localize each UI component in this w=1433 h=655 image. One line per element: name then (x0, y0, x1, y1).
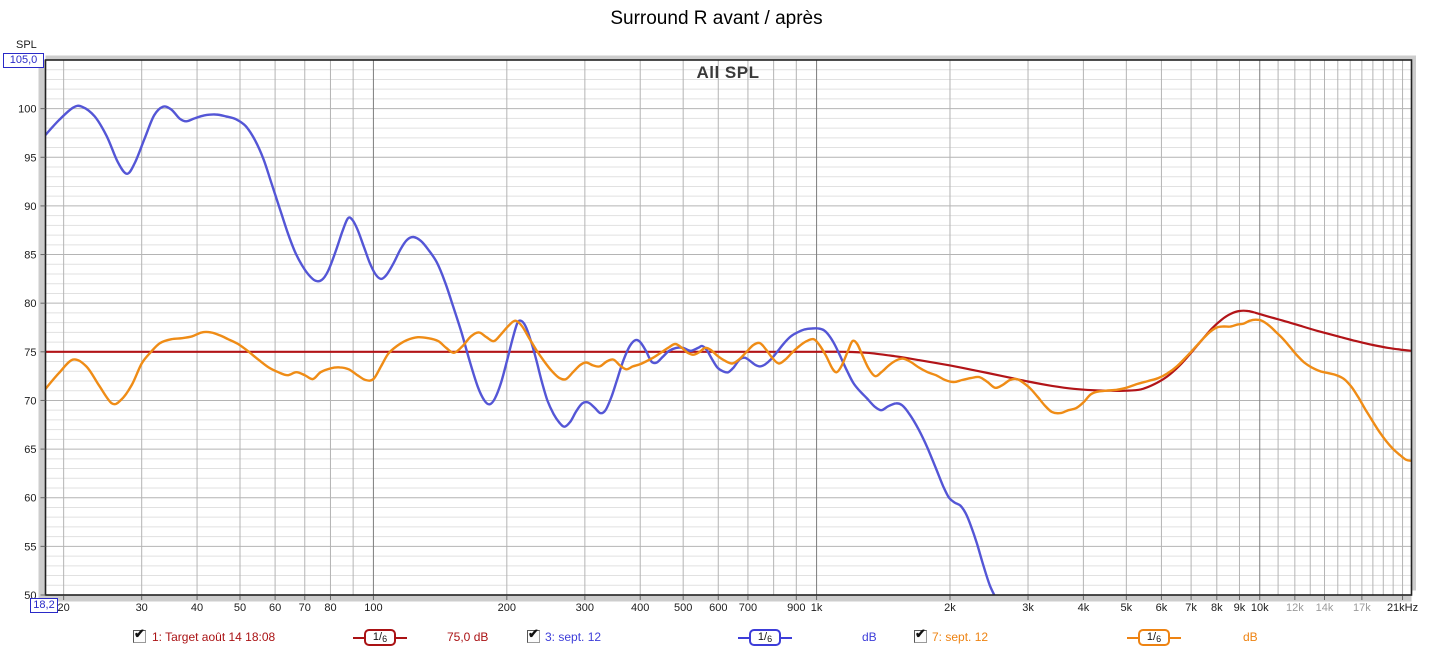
plot-background (45, 60, 1412, 595)
smoothing-numerator: 1/ (1146, 631, 1157, 643)
smoothing-badge: 1/6 (353, 629, 407, 646)
legend-checkbox[interactable]: ✔ (133, 626, 146, 643)
x-tick-label: 7k (1185, 602, 1197, 614)
smoothing-badge: 1/6 (1127, 629, 1181, 646)
smoothing-badge: 1/6 (738, 629, 792, 646)
smoothing-numerator: 1/ (757, 631, 768, 643)
x-tick-label: 400 (631, 602, 649, 614)
y-tick-label: 85 (24, 250, 36, 262)
legend-value: dB (1243, 630, 1258, 644)
y-tick-label: 95 (24, 152, 36, 164)
x-tick-label: 10k (1251, 602, 1269, 614)
y-tick-label: 60 (24, 493, 36, 505)
smoothing-line (738, 636, 749, 639)
x-tick-label: 500 (674, 602, 692, 614)
x-tick-label: 9k (1234, 602, 1246, 614)
x-tick-label: 900 (787, 602, 805, 614)
legend-checkbox[interactable]: ✔ (914, 626, 927, 643)
y-tick-label: 65 (24, 444, 36, 456)
legend-label: 3: sept. 12 (545, 630, 602, 644)
curve-sept12_before (45, 104, 996, 595)
checkmark-icon: ✔ (528, 626, 539, 641)
x-tick-label: 70 (299, 602, 311, 614)
smoothing-denominator: 6 (1156, 634, 1162, 644)
x-tick-label: 80 (324, 602, 336, 614)
y-axis-title: SPL (16, 39, 37, 51)
x-tick-label: 100 (364, 602, 382, 614)
smoothing-denominator: 6 (767, 634, 773, 644)
smoothing-numerator: 1/ (372, 631, 383, 643)
x-tick-label: 2k (944, 602, 956, 614)
legend-label: 7: sept. 12 (932, 630, 989, 644)
plot-bevel (38, 60, 46, 602)
x-tick-label: 40 (191, 602, 203, 614)
x-tick-label: 5k (1121, 602, 1133, 614)
y-tick-label: 100 (18, 104, 36, 116)
x-tick-label: 60 (269, 602, 281, 614)
x-tick-label: 30 (136, 602, 148, 614)
smoothing-line (781, 636, 792, 639)
legend-label: 1: Target août 14 18:08 (152, 630, 276, 644)
smoothing-line (353, 636, 364, 639)
plot-bevel (38, 595, 1412, 602)
curve-target (45, 309, 1412, 392)
legend-checkbox[interactable]: ✔ (527, 626, 540, 643)
y-tick-label: 90 (24, 201, 36, 213)
x-tick-label: 17k (1353, 602, 1371, 614)
x-tick-label: 6k (1156, 602, 1168, 614)
smoothing-denominator: 6 (382, 634, 388, 644)
plot-bevel (1411, 55, 1416, 591)
x-tick-label: 4k (1078, 602, 1090, 614)
x-tick-label: 200 (498, 602, 516, 614)
smoothing-line (396, 636, 407, 639)
smoothing-value-box: 1/6 (749, 629, 781, 646)
x-tick-label: 50 (234, 602, 246, 614)
y-axis-max-field[interactable]: 105,0 (3, 53, 44, 68)
smoothing-value-box: 1/6 (364, 629, 396, 646)
checkmark-icon: ✔ (915, 626, 926, 641)
page-title: Surround R avant / après (610, 8, 823, 29)
plot-bevel (45, 55, 1416, 60)
legend-value: 75,0 dB (447, 630, 489, 644)
x-tick-label: 14k (1316, 602, 1334, 614)
x-tick-label: 600 (709, 602, 727, 614)
x-tick-label: 12k (1286, 602, 1304, 614)
plot-title: All SPL (696, 63, 760, 82)
plot-border (44, 59, 1413, 596)
y-tick-label: 55 (24, 541, 36, 553)
legend-value: dB (862, 630, 877, 644)
smoothing-line (1127, 636, 1138, 639)
y-tick-label: 70 (24, 395, 36, 407)
x-axis-min-field[interactable]: 18,2 (30, 598, 58, 613)
smoothing-value-box: 1/6 (1138, 629, 1170, 646)
x-tick-label: 8k (1211, 602, 1223, 614)
y-tick-label: 80 (24, 298, 36, 310)
x-tick-label: 20 (58, 602, 70, 614)
smoothing-line (1170, 636, 1181, 639)
x-tick-label: 700 (739, 602, 757, 614)
checkmark-icon: ✔ (134, 626, 145, 641)
y-tick-label: 75 (24, 347, 36, 359)
x-tick-label: 21kHz (1387, 602, 1418, 614)
x-tick-label: 1k (811, 602, 823, 614)
x-tick-label: 3k (1022, 602, 1034, 614)
curve-sept12_after (45, 318, 1412, 462)
x-tick-label: 300 (576, 602, 594, 614)
